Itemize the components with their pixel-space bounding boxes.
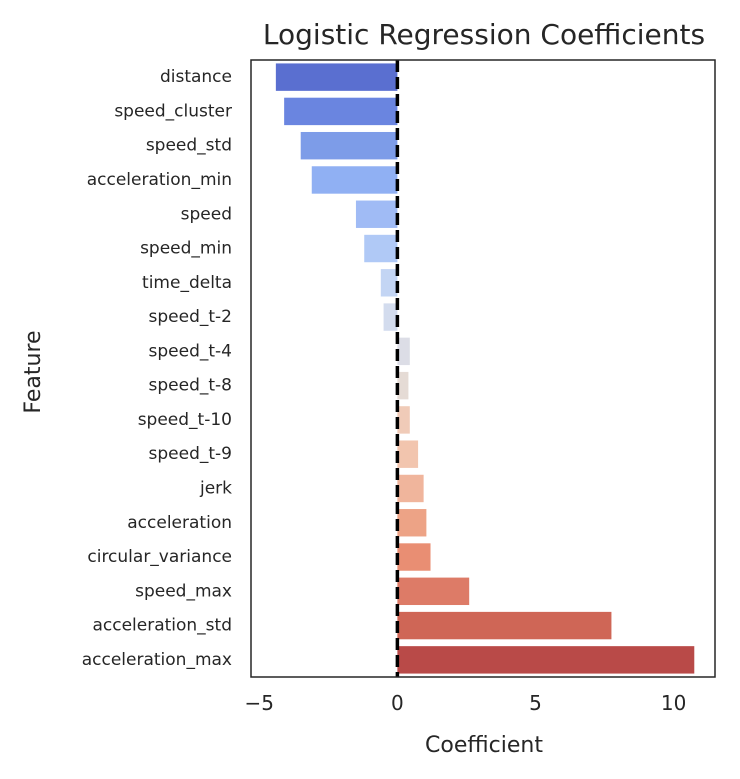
x-axis-label: Coefficient <box>425 733 543 758</box>
y-tick-label: distance <box>160 67 232 87</box>
y-tick-label: speed_t-8 <box>149 376 232 396</box>
bar-acceleration_max <box>397 646 695 674</box>
y-tick-label: speed_max <box>135 581 232 601</box>
y-axis-label: Feature <box>21 330 46 413</box>
bar-speed_t-2 <box>383 303 398 331</box>
x-tick-label: 5 <box>529 691 542 715</box>
bar-distance <box>275 63 398 91</box>
bars-group <box>275 63 695 674</box>
y-tick-label: speed_t-4 <box>149 341 232 361</box>
y-tick-label: jerk <box>199 478 232 498</box>
bar-speed_max <box>397 577 470 606</box>
bar-acceleration <box>397 509 427 537</box>
bar-speed_t-9 <box>397 440 419 468</box>
bar-speed_std <box>300 131 398 160</box>
y-tick-label: speed_t-10 <box>138 410 232 430</box>
x-tick-labels: −5 0 5 10 <box>245 691 687 715</box>
bar-speed_cluster <box>284 97 398 126</box>
y-tick-label: acceleration_std <box>92 616 232 636</box>
plot-frame <box>250 59 716 678</box>
bar-acceleration_min <box>311 166 398 194</box>
y-tick-label: acceleration_max <box>82 650 232 670</box>
bar-speed_t-4 <box>397 337 410 366</box>
y-tick-label: circular_variance <box>87 547 232 567</box>
bar-speed_t-8 <box>397 371 409 400</box>
x-tick-label: 10 <box>661 691 686 715</box>
bar-speed <box>355 200 398 228</box>
bar-speed_min <box>364 234 398 263</box>
y-tick-label: acceleration <box>127 513 232 533</box>
bar-speed_t-10 <box>397 406 410 434</box>
chart-title: Logistic Regression Coefficients <box>263 18 705 51</box>
x-tick-label: 0 <box>391 691 404 715</box>
x-tick-label: −5 <box>245 691 274 715</box>
y-tick-label: speed <box>181 204 232 224</box>
y-tick-label: speed_cluster <box>114 101 232 121</box>
bar-time_delta <box>380 269 398 297</box>
y-tick-label: speed_std <box>146 136 232 156</box>
y-tick-label: speed_t-9 <box>149 444 232 464</box>
y-tick-label: speed_min <box>140 239 232 259</box>
bar-acceleration_std <box>397 611 612 640</box>
y-tick-label: time_delta <box>142 273 232 293</box>
y-tick-labels: distance speed_cluster speed_std accelerati… <box>82 67 232 670</box>
y-tick-label: speed_t-2 <box>149 307 232 327</box>
bar-jerk <box>397 474 424 503</box>
y-tick-label: acceleration_min <box>87 170 232 190</box>
bar-circular_variance <box>397 543 431 571</box>
